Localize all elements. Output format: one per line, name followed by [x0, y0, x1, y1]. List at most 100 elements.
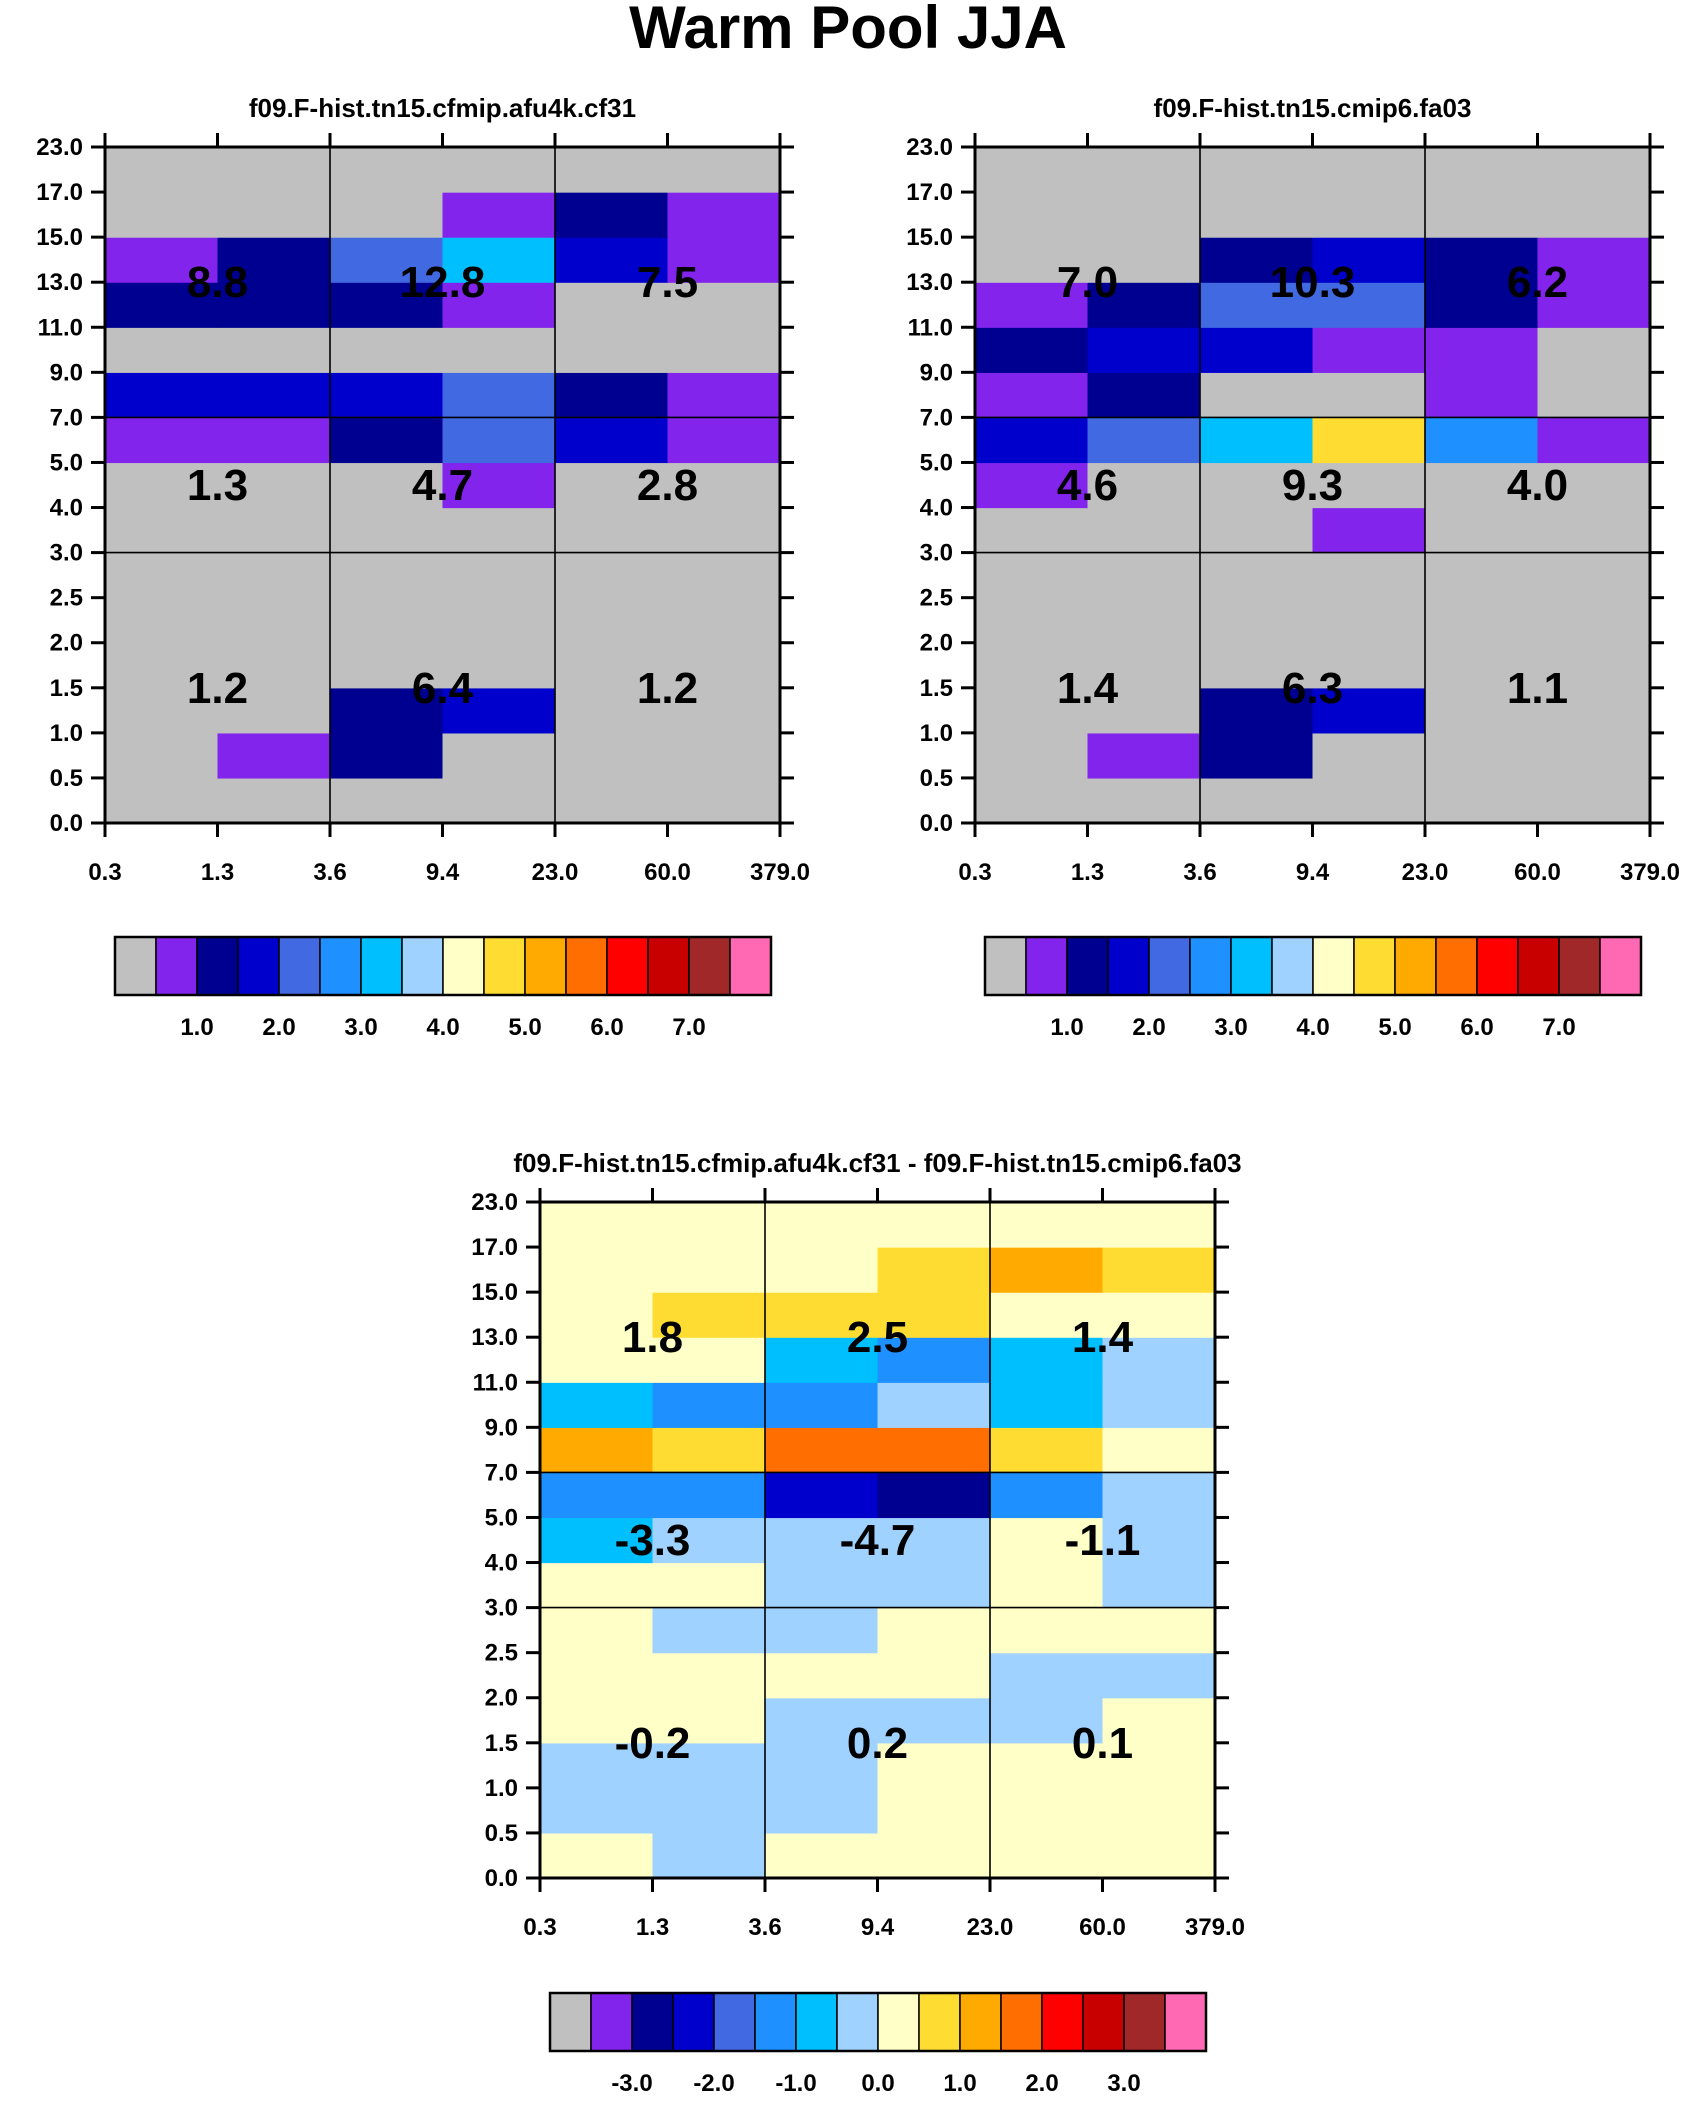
y-tick-label: 4.0: [920, 495, 953, 522]
heatmap-cell: [1102, 1202, 1216, 1248]
x-tick-label: 9.4: [861, 1914, 895, 1941]
y-tick-label: 5.0: [50, 449, 83, 476]
heatmap-cell: [1312, 192, 1426, 238]
heatmap-cell: [1087, 732, 1201, 779]
heatmap-cell: [540, 1427, 654, 1473]
heatmap-cell: [1087, 282, 1201, 328]
colorbar: 1.0 2.0 3.0 4.0 5.0 6.0 7.0: [983, 935, 1643, 1041]
y-tick-label: 2.0: [485, 1685, 518, 1712]
heatmap-cell: [975, 147, 1089, 193]
heatmap-cell: [1312, 777, 1426, 824]
heatmap-cell: [877, 1247, 991, 1293]
colorbar-swatch: [237, 936, 280, 996]
heatmap-cell: [1102, 1607, 1216, 1654]
heatmap-cell: [1087, 462, 1201, 509]
box-value-label: -3.3: [615, 1516, 691, 1565]
colorbar-label: 2.0: [1025, 2070, 1058, 2097]
heatmap-cell: [555, 462, 669, 509]
y-tick-label: 4.0: [485, 1550, 518, 1577]
box-value-label: -4.7: [840, 1516, 916, 1565]
heatmap-cell: [105, 777, 219, 824]
colorbar-label: 6.0: [1460, 1014, 1493, 1041]
y-tick-label: 11.0: [38, 314, 83, 341]
box-value-label: 2.5: [847, 1313, 908, 1362]
box-value-label: 0.1: [1072, 1719, 1133, 1768]
x-tick-label: 379.0: [750, 859, 810, 886]
y-tick-label: 0.5: [50, 765, 83, 792]
heatmap-cell: [1200, 597, 1314, 644]
box-value-label: 4.6: [1057, 461, 1118, 510]
heatmap-cell: [330, 462, 444, 509]
panels: f09.F-hist.tn15.cfmip.afu4k.cf31 8.8 12.8 7…: [36, 93, 1680, 2097]
heatmap-cell: [765, 1202, 879, 1248]
y-tick-label: 5.0: [485, 1504, 518, 1531]
colorbar-swatch: [795, 1992, 838, 2052]
box-value-label: 6.3: [1282, 664, 1343, 713]
heatmap-cell: [1087, 507, 1201, 554]
heatmap-cell: [1102, 1562, 1216, 1609]
y-tick-label: 7.0: [920, 404, 953, 431]
heatmap-cell: [105, 552, 219, 599]
heatmap-cell: [1537, 777, 1651, 824]
heatmap-cell: [667, 687, 781, 734]
panel-title: f09.F-hist.tn15.cfmip.afu4k.cf31: [249, 93, 636, 123]
heatmap-cell: [330, 777, 444, 824]
heatmap-cell: [540, 1337, 654, 1383]
colorbar-swatch: [360, 936, 403, 996]
heatmap-cell: [877, 1427, 991, 1473]
heatmap-cell: [765, 1472, 879, 1519]
heatmap-cell: [540, 1292, 654, 1338]
heatmap-cell: [990, 1382, 1104, 1428]
colorbar-label: 3.0: [1214, 1014, 1247, 1041]
x-tick-label: 23.0: [967, 1914, 1014, 1941]
heatmap-cell: [1425, 282, 1539, 328]
heatmap-cell: [555, 687, 669, 734]
box-value-label: 0.2: [847, 1719, 908, 1768]
heatmap-cell: [667, 507, 781, 554]
heatmap-cell: [105, 327, 219, 373]
heatmap-cell: [990, 1652, 1104, 1699]
heatmap-cell: [105, 147, 219, 193]
colorbar-swatch: [1189, 936, 1232, 996]
heatmap-cell: [652, 1382, 766, 1428]
heatmap-cell: [990, 1562, 1104, 1609]
heatmap-cell: [105, 237, 219, 283]
heatmap-cell: [540, 1517, 654, 1564]
heatmap-cell: [1200, 147, 1314, 193]
heatmap-cell: [990, 1517, 1104, 1564]
heatmap-cell: [975, 642, 1089, 689]
heatmap-cell: [667, 282, 781, 328]
y-tick-label: 7.0: [50, 404, 83, 431]
colorbar-swatch: [1041, 1992, 1084, 2052]
colorbar-swatch: [729, 936, 772, 996]
heatmap-cell: [990, 1427, 1104, 1473]
heatmap-cell: [1425, 147, 1539, 193]
colorbar-swatch: [1312, 936, 1355, 996]
colorbar-swatch: [1394, 936, 1437, 996]
colorbar-label: -1.0: [775, 2070, 816, 2097]
heatmap-cell: [975, 732, 1089, 779]
colorbar-swatch: [1517, 936, 1560, 996]
heatmap-cell: [217, 687, 331, 734]
y-tick-label: 17.0: [36, 179, 83, 206]
x-tick-label: 1.3: [636, 1914, 669, 1941]
heatmap-cell: [667, 597, 781, 644]
heatmap-cell: [1425, 642, 1539, 689]
colorbar-label: -3.0: [611, 2070, 652, 2097]
y-tick-label: 23.0: [36, 134, 83, 161]
colorbar-swatch: [1000, 1992, 1043, 2052]
heatmap-cell: [975, 597, 1089, 644]
heatmap-cell: [442, 552, 556, 599]
colorbar-label: 1.0: [943, 2070, 976, 2097]
heatmap-cell: [442, 462, 556, 509]
y-tick-label: 1.0: [50, 720, 83, 747]
colorbar-swatch: [1558, 936, 1601, 996]
heatmap-cell: [217, 552, 331, 599]
heatmap-cell: [990, 1202, 1104, 1248]
heatmap-cell: [1425, 327, 1539, 373]
heatmap-cell: [1425, 732, 1539, 779]
heatmap-cell: [1312, 597, 1426, 644]
y-tick-label: 2.0: [920, 630, 953, 657]
heatmap-cell: [1537, 552, 1651, 599]
heatmap-cell: [1102, 1292, 1216, 1338]
